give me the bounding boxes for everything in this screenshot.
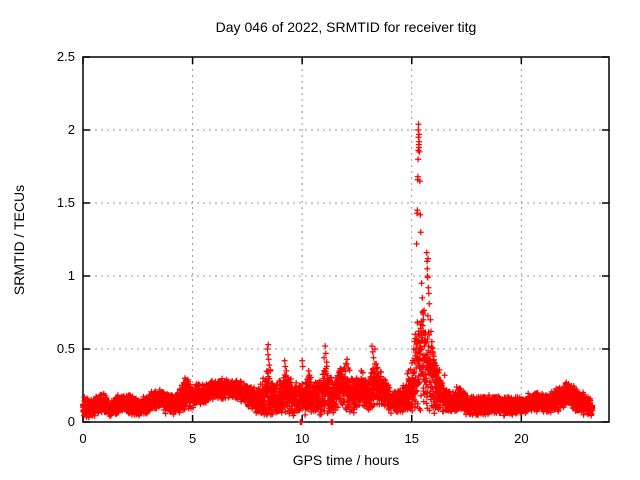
axis-ticks — [82, 56, 609, 423]
x-tick-label: 20 — [514, 431, 528, 446]
y-tick-labels: 0 0.5 1 1.5 2 2.5 — [57, 49, 75, 429]
data-points — [80, 121, 596, 425]
y-tick-label: 0 — [68, 414, 75, 429]
y-tick-label: 1 — [68, 268, 75, 283]
x-tick-label: 5 — [189, 431, 196, 446]
x-tick-label: 15 — [405, 431, 419, 446]
y-tick-label: 1.5 — [57, 195, 75, 210]
x-tick-labels: 0 5 10 15 20 — [79, 431, 528, 446]
gridlines — [83, 57, 609, 422]
x-axis-label: GPS time / hours — [293, 452, 400, 468]
chart-title: Day 046 of 2022, SRMTID for receiver tit… — [216, 19, 477, 35]
y-tick-label: 2.5 — [57, 49, 75, 64]
x-tick-label: 0 — [79, 431, 86, 446]
y-tick-label: 2 — [68, 122, 75, 137]
y-axis-label: SRMTID / TECUs — [11, 185, 27, 295]
y-tick-label: 0.5 — [57, 341, 75, 356]
plot-border — [82, 56, 610, 423]
x-tick-label: 10 — [295, 431, 309, 446]
